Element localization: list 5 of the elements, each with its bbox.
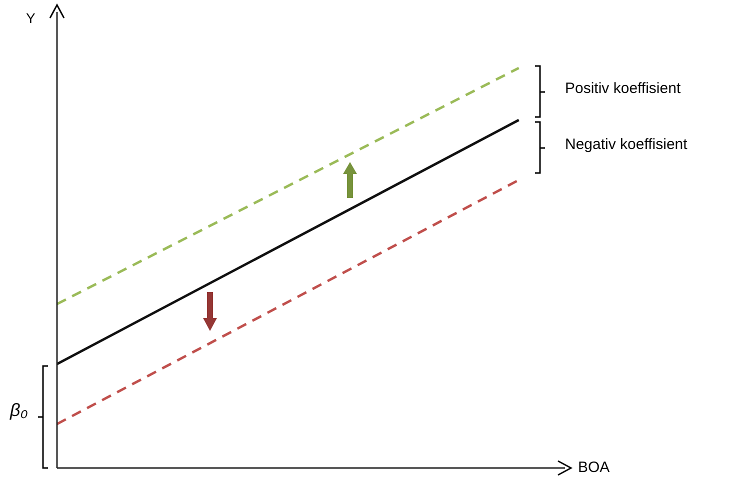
- annotation: β₀: [10, 400, 28, 421]
- annotation: Positiv koeffisient: [565, 80, 681, 97]
- annotation: Negativ koeffisient: [565, 136, 688, 153]
- x-axis-title: BOA: [578, 459, 610, 476]
- y-axis-title: Y: [26, 10, 36, 26]
